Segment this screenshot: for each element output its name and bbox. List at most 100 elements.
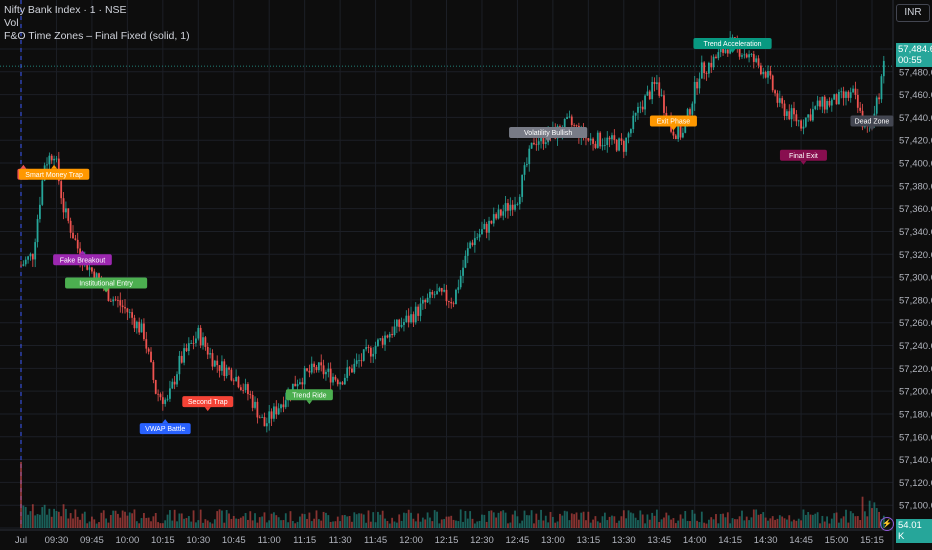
candle-body <box>31 253 34 260</box>
candle-body <box>511 204 514 210</box>
volume-bar <box>726 512 729 528</box>
volume-bar <box>121 510 124 528</box>
candle-body <box>419 303 422 316</box>
candle-body <box>464 255 467 268</box>
volume-bar <box>651 512 654 528</box>
volume-bar <box>299 516 301 528</box>
candle-body <box>76 239 79 249</box>
volume-bar <box>273 512 275 528</box>
candle-body <box>171 381 174 389</box>
volume-bar <box>355 514 358 528</box>
candle-body <box>436 291 438 295</box>
volume-bar <box>859 519 862 528</box>
candle-body <box>568 116 571 118</box>
volume-bar <box>310 521 313 528</box>
candle-body <box>471 242 474 246</box>
candle-body <box>107 287 110 301</box>
volume-bar <box>72 518 74 528</box>
volume-bar <box>405 513 408 528</box>
volume-bar <box>41 507 44 528</box>
candle-body <box>254 401 256 408</box>
time-axis[interactable]: Jul 09:30 09:45 10:00 10:15 10:30 10:45 11:00 11… <box>15 535 884 546</box>
volume-legend[interactable]: Vol <box>4 17 19 29</box>
indicator-legend[interactable]: F&O Time Zones – Final Fixed (solid, 1) <box>4 30 190 42</box>
candle-body <box>169 388 171 399</box>
volume-bar <box>786 519 788 528</box>
candle-body <box>232 380 235 382</box>
candle-body <box>800 120 802 129</box>
volume-bar <box>573 514 576 528</box>
candle-body <box>859 107 862 111</box>
volume-bar <box>707 519 710 528</box>
volume-bar <box>443 519 446 528</box>
candle-body <box>228 367 230 370</box>
volume-bar <box>804 514 807 528</box>
volume-bar <box>724 517 727 528</box>
volume-bar <box>644 523 646 528</box>
candle-body <box>244 384 247 391</box>
volume-bar <box>476 521 479 528</box>
candle-body <box>161 397 164 404</box>
candle-body <box>138 321 141 333</box>
candle-body <box>814 106 817 110</box>
candle-body <box>185 348 188 352</box>
volume-bar <box>601 516 604 528</box>
x-tick-label: 09:45 <box>80 535 104 546</box>
candle-body <box>251 395 254 408</box>
candle-body <box>433 294 436 296</box>
candle-body <box>455 289 457 305</box>
candle-body <box>377 339 379 346</box>
candle-body <box>62 198 65 213</box>
candle-body <box>781 98 784 104</box>
candle-body <box>67 208 70 221</box>
volume-bar <box>875 508 878 528</box>
candle-body <box>514 204 516 210</box>
candle-body <box>124 307 126 309</box>
candle-body <box>774 90 776 94</box>
candle-body <box>386 335 389 338</box>
volume-bar <box>729 523 732 528</box>
volume-bar <box>147 517 150 528</box>
zone-label-text: Fake Breakout <box>60 257 106 264</box>
volume-bar <box>277 517 280 528</box>
candle-body <box>154 379 157 394</box>
candle-body <box>225 367 228 377</box>
candle-body <box>769 71 772 76</box>
symbol-title[interactable]: Nifty Bank Index · 1 · NSE <box>4 4 127 16</box>
volume-bar <box>710 517 713 528</box>
price-axis[interactable]: 57,500.0057,480.0057,460.0057,440.0057,4… <box>899 45 932 535</box>
candle-body <box>677 124 680 139</box>
candle-body <box>237 376 240 388</box>
candle-body <box>495 214 498 219</box>
candle-body <box>176 374 178 385</box>
volume-bar <box>159 523 162 528</box>
candle-body <box>393 326 396 336</box>
x-tick-label: 11:30 <box>329 535 352 546</box>
volume-bar <box>547 522 550 528</box>
candle-body <box>121 305 124 308</box>
volume-bar <box>157 522 160 528</box>
candle-body <box>213 360 216 367</box>
volume-bar <box>282 520 285 528</box>
candle-body <box>270 411 273 419</box>
currency-button[interactable]: INR <box>896 4 930 22</box>
volume-bar <box>696 520 698 528</box>
candle-body <box>788 111 791 120</box>
volume-bar <box>412 518 415 528</box>
candle-body <box>622 140 625 152</box>
x-tick-label: 14:30 <box>754 535 778 546</box>
zone-label-box <box>182 396 234 408</box>
lightning-icon[interactable]: ⚡ <box>880 517 894 531</box>
volume-bar <box>618 520 620 528</box>
candle-body <box>852 88 854 93</box>
candle-body <box>653 81 656 85</box>
volume-bar <box>755 509 758 528</box>
volume-bar <box>124 511 126 528</box>
volume-bar <box>852 513 854 528</box>
volume-bar <box>76 516 79 528</box>
volume-bar <box>133 509 136 528</box>
volume-bar <box>795 520 798 528</box>
zone-label-text: Final Exit <box>789 153 818 160</box>
